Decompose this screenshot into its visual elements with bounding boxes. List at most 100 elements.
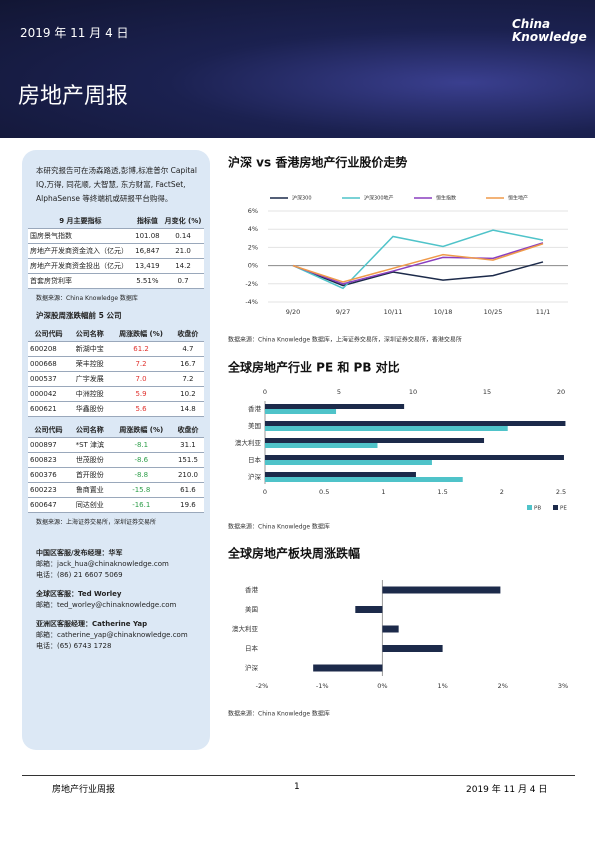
x-tick-label-bottom: 0.5 bbox=[319, 488, 329, 496]
bar bbox=[355, 606, 383, 613]
header-title: 房地产周报 bbox=[18, 84, 129, 109]
bar bbox=[265, 438, 485, 443]
cell: -8.8 bbox=[110, 467, 172, 483]
cell: 中洲控股 bbox=[69, 386, 111, 402]
footer-right: 2019 年 11 月 4 日 bbox=[466, 785, 548, 795]
bar bbox=[265, 472, 416, 477]
table-source: 数据来源：China Knowledge 数据库 bbox=[36, 295, 138, 302]
logo-line: Knowledge bbox=[512, 30, 587, 44]
chart-source: 数据来源：China Knowledge 数据库，上海证券交易所，深圳证券交易所… bbox=[228, 336, 462, 344]
header-cell: 周涨跌幅 (%) bbox=[110, 327, 172, 342]
series-line bbox=[292, 229, 544, 290]
bar bbox=[382, 586, 501, 594]
cell: 5.6 bbox=[110, 401, 172, 417]
cell: 0.7 bbox=[162, 273, 204, 289]
category-label: 美国 bbox=[245, 605, 258, 614]
bar bbox=[265, 421, 566, 426]
cell: 61.2 bbox=[110, 341, 172, 357]
cell: 21.0 bbox=[162, 243, 204, 259]
row: 600647 同达创业 -16.1 19.6 bbox=[28, 497, 204, 513]
cell: 7.2 bbox=[110, 356, 172, 372]
cell: 鲁商置业 bbox=[69, 482, 111, 498]
bar bbox=[265, 455, 564, 460]
chart-source: 数据来源：China Knowledge 数据库 bbox=[228, 710, 330, 718]
cell: 16.7 bbox=[171, 356, 204, 372]
header-date: 2019 年 11 月 4 日 bbox=[20, 26, 129, 40]
contact: 中国区客服/发布经理：华军邮箱：jack_hua@chinaknowledge.… bbox=[36, 548, 200, 581]
cell: -16.1 bbox=[110, 497, 172, 513]
row: 国房景气指数 101.08 0.14 bbox=[28, 228, 204, 244]
x-tick-label: 0% bbox=[377, 682, 387, 690]
legend-swatch bbox=[553, 505, 558, 510]
table: 公司代码 公司名称 周涨跌幅 (%) 收盘价 600208 新湖中宝 61.2 4.7 0006… bbox=[28, 327, 204, 417]
contact-line: 亚洲区客服经理：Catherine Yap bbox=[36, 620, 148, 628]
x-tick-label-top: 10 bbox=[409, 388, 417, 396]
page-number: 1 bbox=[294, 782, 300, 792]
cell: 14.8 bbox=[171, 401, 204, 417]
chart-source: 数据来源：China Knowledge 数据库 bbox=[228, 523, 330, 531]
header-row: 公司代码 公司名称 周涨跌幅 (%) 收盘价 bbox=[28, 327, 204, 342]
cell: 国房景气指数 bbox=[28, 228, 133, 244]
chart-title: 沪深 vs 香港房地产行业股价走势 bbox=[228, 155, 407, 170]
cell: 首开股份 bbox=[69, 467, 111, 483]
row: 房地产开发商资金流入（亿元） 16,847 21.0 bbox=[28, 243, 204, 259]
header-cell: 收盘价 bbox=[171, 327, 204, 342]
cell: 4.7 bbox=[171, 341, 204, 357]
series-line bbox=[292, 243, 544, 283]
footer-left: 房地产行业周报 bbox=[52, 785, 116, 795]
bar bbox=[382, 645, 443, 652]
cell: 5.51% bbox=[132, 273, 163, 289]
row: 600223 鲁商置业 -15.8 61.6 bbox=[28, 482, 204, 498]
bar bbox=[265, 426, 508, 431]
cell: 600621 bbox=[28, 401, 70, 417]
contact-line: 邮箱：ted_worley@chinaknowledge.com bbox=[36, 601, 177, 609]
intro: 本研究报告可在汤森路透,彭博,标准普尔 Capital IQ,万得, 同花顺, … bbox=[36, 166, 197, 203]
cell: 7.2 bbox=[171, 371, 204, 387]
cell: 000897 bbox=[28, 437, 70, 453]
cell: 16,847 bbox=[132, 243, 163, 259]
row: 600621 华鑫股份 5.6 14.8 bbox=[28, 401, 204, 417]
legend-swatch bbox=[527, 505, 532, 510]
chart-title: 全球房地产板块周涨跌幅 bbox=[227, 546, 360, 561]
cell: 世茂股份 bbox=[69, 452, 111, 468]
sidebar: 本研究报告可在汤森路透,彭博,标准普尔 Capital IQ,万得, 同花顺, … bbox=[22, 150, 210, 750]
cell: 19.6 bbox=[171, 497, 204, 513]
cell: -15.8 bbox=[110, 482, 172, 498]
y-tick-label: 6% bbox=[248, 207, 258, 215]
contacts: 中国区客服/发布经理：华军邮箱：jack_hua@chinaknowledge.… bbox=[36, 548, 200, 652]
x-tick-label-bottom: 1 bbox=[381, 488, 385, 496]
row: 000668 荣丰控股 7.2 16.7 bbox=[28, 356, 204, 372]
category-label: 香港 bbox=[248, 404, 262, 413]
header-cell: 公司名称 bbox=[69, 423, 111, 438]
header-cell: 公司代码 bbox=[28, 327, 70, 342]
cell: 7.0 bbox=[110, 371, 172, 387]
cell: 新湖中宝 bbox=[69, 341, 111, 357]
category-label: 美国 bbox=[248, 421, 261, 430]
cell: 0.14 bbox=[162, 228, 204, 244]
category-label: 澳大利亚 bbox=[232, 624, 259, 633]
row: 600376 首开股份 -8.8 210.0 bbox=[28, 467, 204, 483]
bar bbox=[265, 460, 432, 465]
cell: 101.08 bbox=[132, 228, 163, 244]
x-tick-label: 11/1 bbox=[536, 308, 551, 316]
chart-title: 全球房地产行业 PE 和 PB 对比 bbox=[227, 360, 400, 375]
x-tick-label-bottom: 0 bbox=[263, 488, 267, 496]
x-tick-label-bottom: 2.5 bbox=[556, 488, 566, 496]
contact-line: 邮箱：jack_hua@chinaknowledge.com bbox=[36, 560, 169, 568]
x-tick-label: 9/27 bbox=[336, 308, 351, 316]
contact-line: 中国区客服/发布经理：华军 bbox=[36, 549, 123, 557]
x-tick-label: 1% bbox=[437, 682, 447, 690]
x-tick-label-top: 20 bbox=[557, 388, 565, 396]
legend-label: 沪深300 bbox=[292, 195, 312, 202]
series-line bbox=[292, 261, 544, 287]
cell: 10.2 bbox=[171, 386, 204, 402]
cell: 房地产开发商资金流入（亿元） bbox=[28, 243, 133, 259]
x-tick-label: 2% bbox=[498, 682, 508, 690]
cell: 210.0 bbox=[171, 467, 204, 483]
table: 9 月主要指标 指标值 月变化 (%) 国房景气指数 101.08 0.14 房地产开发商资… bbox=[28, 214, 204, 289]
contact-line: 电话：(65) 6743 1728 bbox=[36, 642, 112, 650]
cell: 600376 bbox=[28, 467, 70, 483]
row: 房地产开发商资金投出（亿元） 13,419 14.2 bbox=[28, 258, 204, 274]
x-tick-label-top: 5 bbox=[337, 388, 341, 396]
